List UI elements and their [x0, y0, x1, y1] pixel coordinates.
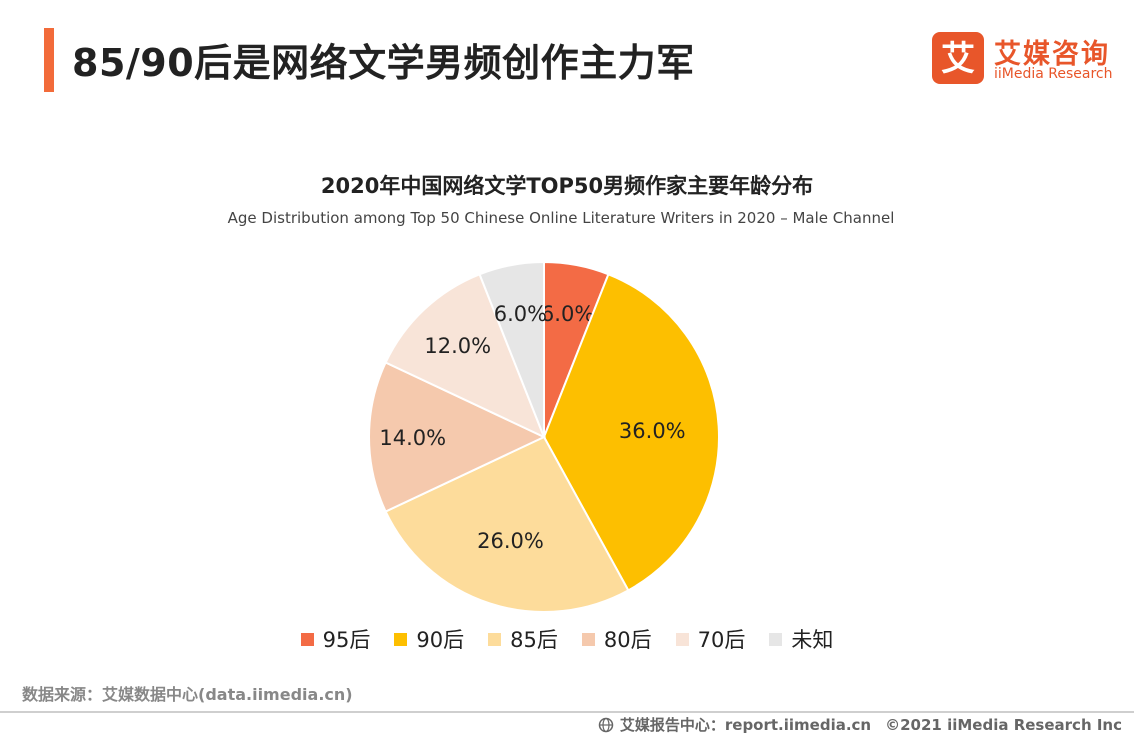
legend-label: 85后 — [510, 628, 558, 652]
slice-label-1: 6.0% — [541, 302, 594, 326]
legend-label: 70后 — [697, 628, 746, 652]
legend-swatch — [488, 632, 502, 646]
legend-label: 90后 — [416, 628, 465, 652]
footer: 艾媒报告中心：report.iimedia.cn ©2021 iiMedia R… — [598, 714, 1122, 735]
footer-divider — [0, 711, 1134, 713]
pie-slice-3 — [384, 435, 630, 613]
chart-subtitle: Age Distribution among Top 50 Chinese On… — [227, 209, 895, 227]
legend-label: 未知 — [791, 628, 834, 652]
legend-item: 未知 — [769, 624, 833, 654]
footer-copyright: ©2021 iiMedia Research Inc — [885, 715, 1122, 734]
chart-legend: 95后 90后 85后 80后 70后 未知 — [0, 624, 1134, 654]
chart-title: 2020年中国网络文学TOP50男频作家主要年龄分布 — [320, 174, 814, 198]
pie-slice-6 — [478, 260, 545, 438]
legend-swatch — [394, 632, 408, 646]
legend-label: 80后 — [603, 628, 652, 652]
logo-text-cn: 艾媒咨询 — [994, 39, 1110, 70]
svg-text:艾: 艾 — [941, 39, 975, 79]
logo-mark-icon: 艾 — [932, 32, 984, 84]
legend-item: 90后 — [394, 624, 464, 654]
legend-item: 85后 — [488, 624, 558, 654]
logo-text-en: iiMedia Research — [994, 66, 1113, 82]
slice-label-6: 6.0% — [494, 302, 547, 326]
legend-label: 95后 — [322, 628, 371, 652]
slice-label-2: 36.0% — [619, 419, 686, 443]
slice-label-5: 12.0% — [424, 334, 491, 358]
iimedia-logo: 艾 艾媒咨询 iiMedia Research — [932, 32, 1122, 86]
slice-label-4: 14.0% — [379, 426, 446, 450]
legend-swatch — [300, 632, 314, 646]
pie-slice-5 — [384, 272, 546, 439]
legend-item: 80后 — [581, 624, 652, 654]
page-title: 85/90后是网络文学男频创作主力军 — [72, 41, 695, 85]
pie-slice-4 — [368, 361, 547, 513]
legend-swatch — [769, 632, 783, 646]
legend-swatch — [581, 632, 595, 646]
legend-item: 95后 — [300, 624, 371, 654]
title-accent-bar — [44, 28, 54, 92]
globe-icon — [598, 717, 614, 732]
legend-item: 70后 — [675, 624, 746, 654]
data-source: 数据来源：艾媒数据中心(data.iimedia.cn) — [22, 685, 353, 704]
pie-slice-2 — [542, 272, 721, 592]
legend-swatch — [675, 632, 689, 646]
slice-label-3: 26.0% — [477, 529, 544, 553]
footer-report-center[interactable]: 艾媒报告中心：report.iimedia.cn — [619, 716, 872, 734]
